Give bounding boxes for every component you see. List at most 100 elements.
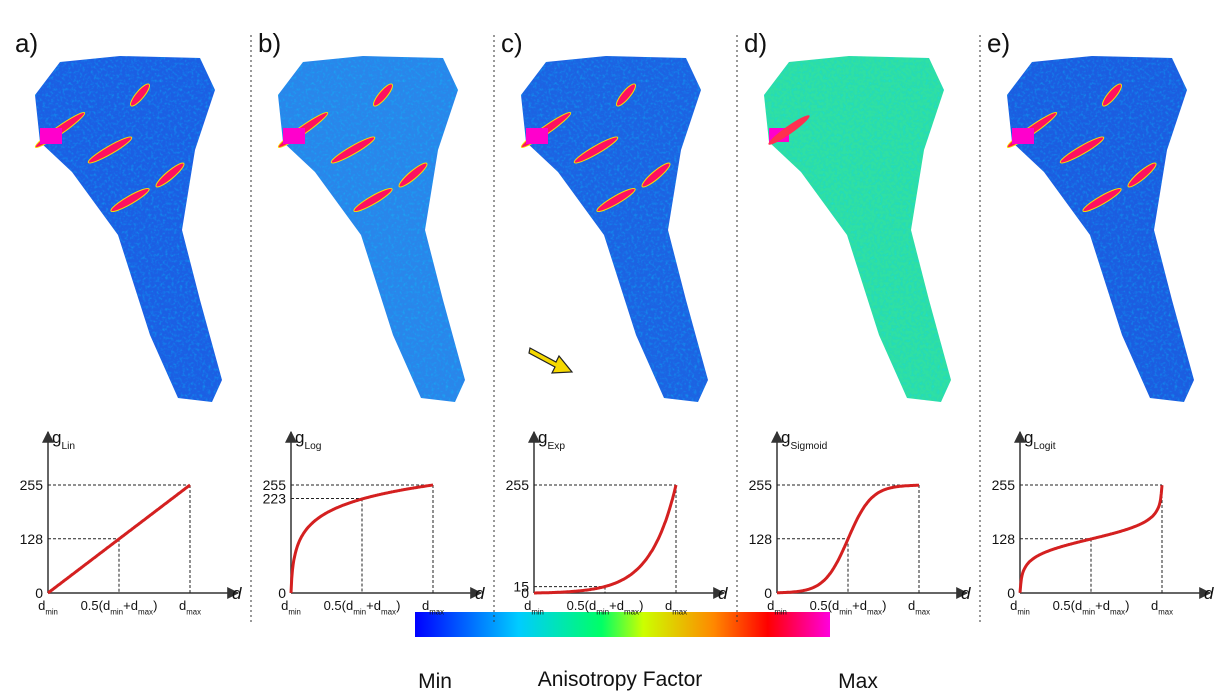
x-axis-label: d xyxy=(232,584,242,603)
text-part: Log xyxy=(304,441,321,452)
map-texture xyxy=(1007,56,1194,402)
map-hotspot xyxy=(283,128,305,144)
text-part: d xyxy=(665,598,672,613)
text-part: min xyxy=(531,608,544,617)
y-tick-label: 0 xyxy=(764,585,772,601)
text-part: max xyxy=(672,608,687,617)
y-tick-label: 128 xyxy=(749,531,773,547)
y-tick-label: 255 xyxy=(992,477,1016,493)
y-tick-label: 0 xyxy=(1007,585,1015,601)
y-tick-label: 223 xyxy=(263,491,287,507)
text-part: +d xyxy=(852,598,867,613)
panel-label: a) xyxy=(15,28,38,58)
map-hotspot xyxy=(330,136,376,164)
y-tick-label: 128 xyxy=(20,531,44,547)
y-tick-label: 0 xyxy=(521,585,529,601)
curve xyxy=(289,483,434,594)
text-part: d xyxy=(422,598,429,613)
map xyxy=(277,56,465,402)
y-tick-label: 0 xyxy=(278,585,286,601)
x-tick-label: 0.5(dmin+dmax) xyxy=(1053,598,1130,617)
map-texture xyxy=(764,56,951,402)
text-part: ) xyxy=(153,598,157,613)
text-part: ) xyxy=(882,598,886,613)
label: gLogit xyxy=(1024,428,1056,452)
text-part: max xyxy=(381,608,396,617)
colorbar xyxy=(415,612,830,637)
label: gLin xyxy=(52,428,75,452)
x-axis-label: d xyxy=(475,584,485,603)
text-part: min xyxy=(1082,608,1095,617)
text-part: +d xyxy=(609,598,624,613)
curve xyxy=(777,483,919,595)
text-part: min xyxy=(774,608,787,617)
text-part: +d xyxy=(123,598,138,613)
label: dmin xyxy=(1010,598,1030,617)
curve xyxy=(1018,485,1164,593)
text-part: max xyxy=(429,608,444,617)
map-texture xyxy=(278,56,465,402)
curve xyxy=(534,484,678,595)
map xyxy=(1006,56,1194,402)
text-part: Lin xyxy=(61,441,75,452)
y-tick-label: 255 xyxy=(263,477,287,493)
map-hotspot xyxy=(1012,128,1034,144)
text-part: min xyxy=(1017,608,1030,617)
label: dmin xyxy=(281,598,301,617)
label: dmin xyxy=(38,598,58,617)
map-hotspot xyxy=(398,162,428,188)
text-part: g xyxy=(295,428,304,447)
panel-label: d) xyxy=(744,28,767,58)
map-hotspot xyxy=(615,83,637,107)
map-texture xyxy=(35,56,222,402)
x-axis-label: d xyxy=(961,584,971,603)
y-tick-label: 255 xyxy=(749,477,773,493)
text-part: d xyxy=(524,598,531,613)
text-part: 0.5(d xyxy=(1053,598,1083,613)
map-hotspot xyxy=(40,128,62,144)
map-hotspot xyxy=(596,187,636,213)
map-hotspot xyxy=(641,162,671,188)
map-hotspot xyxy=(129,83,151,107)
label: gLog xyxy=(295,428,322,452)
text-part: max xyxy=(138,608,153,617)
text-part: ) xyxy=(396,598,400,613)
map xyxy=(520,56,708,402)
text-part: 0.5(d xyxy=(810,598,840,613)
label: dmax xyxy=(422,598,444,617)
text-part: 0.5(d xyxy=(567,598,597,613)
text-part: min xyxy=(596,608,609,617)
text-part: +d xyxy=(366,598,381,613)
text-part: d xyxy=(281,598,288,613)
text-part: g xyxy=(781,428,790,447)
x-tick-label: 0.5(dmin+dmax) xyxy=(567,598,644,617)
map-hotspot xyxy=(768,115,810,145)
map-texture xyxy=(521,56,708,402)
text-part: min xyxy=(839,608,852,617)
panel-label: b) xyxy=(258,28,281,58)
label: dmax xyxy=(1151,598,1173,617)
map-hotspot xyxy=(110,187,150,213)
text-part: min xyxy=(288,608,301,617)
x-axis-label: d xyxy=(718,584,728,603)
label: dmax xyxy=(179,598,201,617)
map-hotspot xyxy=(573,136,619,164)
map-hotspot xyxy=(87,136,133,164)
text-part: d xyxy=(179,598,186,613)
y-tick-label: 15 xyxy=(513,579,529,595)
label: dmin xyxy=(524,598,544,617)
y-tick-label: 255 xyxy=(506,477,530,493)
text-part: Sigmoid xyxy=(790,441,827,452)
map-hotspot xyxy=(1127,162,1157,188)
x-tick-label: 0.5(dmin+dmax) xyxy=(81,598,158,617)
colorbar-max: Max xyxy=(838,670,878,693)
curve xyxy=(47,483,191,595)
arrow xyxy=(528,347,574,374)
map-hotspot xyxy=(155,162,185,188)
panel-label: e) xyxy=(987,28,1010,58)
x-axis-label: d xyxy=(1204,584,1214,603)
y-tick-label: 128 xyxy=(992,531,1016,547)
text-part: min xyxy=(45,608,58,617)
y-tick-label: 255 xyxy=(20,477,44,493)
